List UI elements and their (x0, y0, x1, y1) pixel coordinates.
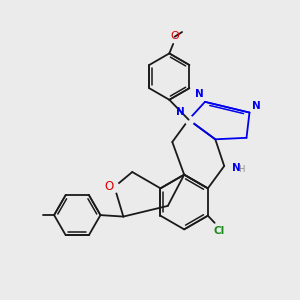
Text: O: O (170, 31, 179, 41)
Text: N: N (176, 107, 185, 117)
Text: N: N (252, 101, 261, 111)
Text: N: N (195, 89, 203, 99)
Text: H: H (238, 165, 245, 174)
Text: Cl: Cl (214, 226, 225, 236)
Text: N: N (232, 163, 240, 172)
Text: O: O (104, 180, 114, 194)
